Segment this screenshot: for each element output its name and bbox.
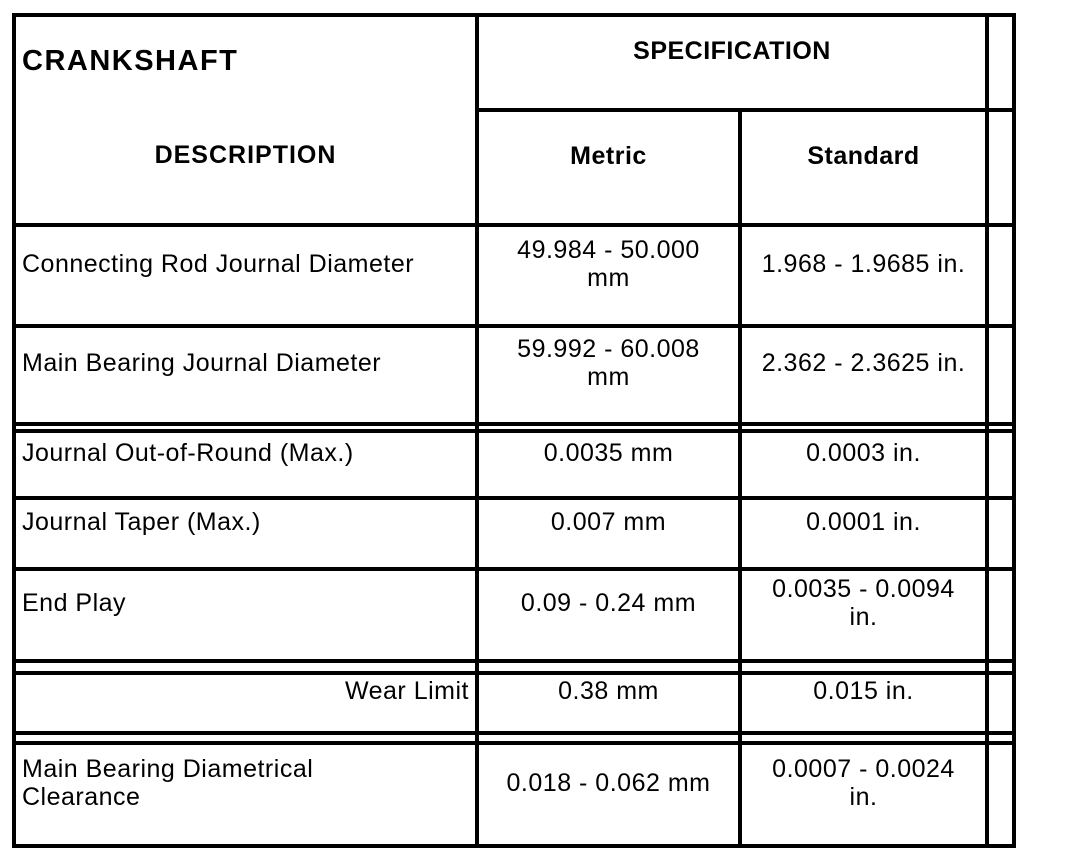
table-row: Wear Limit 0.38 mm 0.015 in. xyxy=(12,671,1016,735)
row-description: Connecting Rod Journal Diameter xyxy=(12,223,479,328)
metric-column-header: Metric xyxy=(475,108,742,227)
divider-cell xyxy=(985,733,1016,743)
row-metric-value: 59.992 - 60.008 mm xyxy=(475,324,742,426)
row-group-divider xyxy=(12,661,1016,673)
row-metric-value: 0.007 mm xyxy=(475,496,742,571)
row-description: Journal Taper (Max.) xyxy=(12,496,479,571)
row-standard-value: 0.0001 in. xyxy=(738,496,989,571)
row-standard-value: 2.362 - 2.3625 in. xyxy=(738,324,989,426)
row-description: Main Bearing Journal Diameter xyxy=(12,324,479,426)
row-description: Main Bearing Diametrical Clearance xyxy=(12,741,479,848)
table-row: Journal Taper (Max.) 0.007 mm 0.0001 in. xyxy=(12,496,1016,571)
header-row-units: Metric Standard xyxy=(14,108,1016,227)
trailing-strip-cell xyxy=(985,324,1016,426)
row-description: Wear Limit xyxy=(12,671,479,735)
row-metric-value: 0.38 mm xyxy=(475,671,742,735)
crankshaft-spec-table: CRANKSHAFT DESCRIPTION SPECIFICATION Met… xyxy=(12,12,1016,848)
row-standard-value: 0.0007 - 0.0024 in. xyxy=(738,741,989,848)
spec-sheet: CRANKSHAFT DESCRIPTION SPECIFICATION Met… xyxy=(12,12,1016,848)
row-group-divider xyxy=(12,733,1016,743)
row-description: End Play xyxy=(12,567,479,663)
table-row: Journal Out-of-Round (Max.) 0.0035 mm 0.… xyxy=(12,429,1016,500)
row-group-divider xyxy=(12,424,1016,431)
trailing-strip-cell xyxy=(985,671,1016,735)
header-row-specification: CRANKSHAFT DESCRIPTION SPECIFICATION xyxy=(12,12,1016,227)
trailing-strip-cell xyxy=(985,429,1016,500)
divider-cell xyxy=(475,661,742,673)
divider-cell xyxy=(738,424,989,431)
row-standard-value: 1.968 - 1.9685 in. xyxy=(738,223,989,328)
trailing-strip-cell xyxy=(985,108,1016,227)
divider-cell xyxy=(985,661,1016,673)
row-description: Journal Out-of-Round (Max.) xyxy=(12,429,479,500)
trailing-strip-cell xyxy=(985,567,1016,663)
ghost-cell xyxy=(985,12,1016,113)
table-row: Main Bearing Journal Diameter 59.992 - 6… xyxy=(12,324,1016,426)
row-standard-value: 0.0035 - 0.0094 in. xyxy=(738,567,989,663)
description-column-header: DESCRIPTION xyxy=(154,141,337,169)
specification-header: SPECIFICATION xyxy=(475,12,989,113)
table-row: Connecting Rod Journal Diameter 49.984 -… xyxy=(12,223,1016,328)
divider-cell xyxy=(738,733,989,743)
table-row: Main Bearing Diametrical Clearance 0.018… xyxy=(12,741,1016,848)
standard-column-header: Standard xyxy=(738,108,989,227)
divider-cell xyxy=(12,661,479,673)
divider-cell xyxy=(12,424,479,431)
row-standard-value: 0.0003 in. xyxy=(738,429,989,500)
trailing-strip-cell xyxy=(985,741,1016,848)
divider-cell xyxy=(738,661,989,673)
trailing-strip-cell xyxy=(985,496,1016,571)
row-metric-value: 49.984 - 50.000 mm xyxy=(475,223,742,328)
divider-cell xyxy=(475,733,742,743)
divider-cell xyxy=(475,424,742,431)
trailing-strip-cell xyxy=(985,223,1016,328)
divider-cell xyxy=(12,733,479,743)
table-title: CRANKSHAFT xyxy=(22,45,239,77)
divider-cell xyxy=(985,424,1016,431)
table-row: End Play 0.09 - 0.24 mm 0.0035 - 0.0094 … xyxy=(12,567,1016,663)
row-standard-value: 0.015 in. xyxy=(738,671,989,735)
row-metric-value: 0.09 - 0.24 mm xyxy=(475,567,742,663)
row-metric-value: 0.018 - 0.062 mm xyxy=(475,741,742,848)
row-metric-value: 0.0035 mm xyxy=(475,429,742,500)
header-cell-crankshaft-description: CRANKSHAFT DESCRIPTION xyxy=(12,13,479,227)
